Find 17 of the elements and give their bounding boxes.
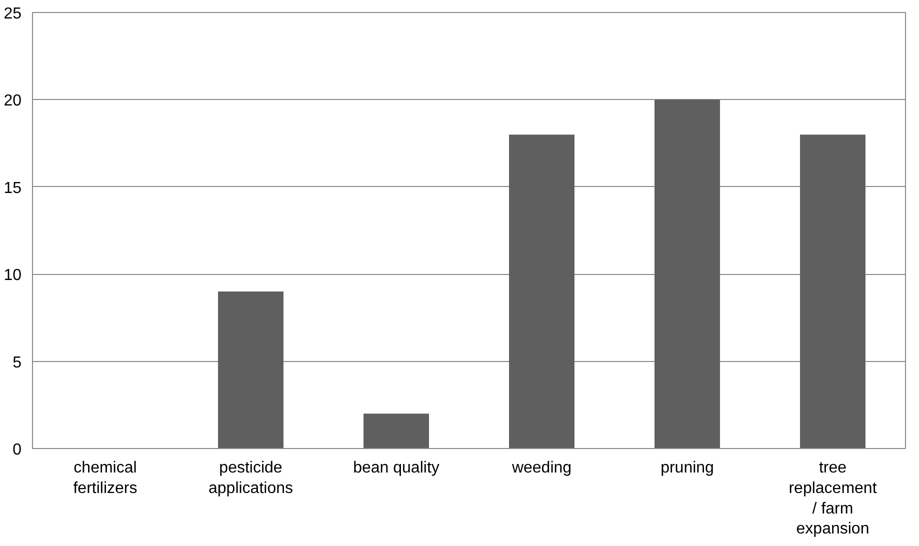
x-tick-label: tree replacement / farm expansion — [788, 460, 878, 538]
y-tick-label: 10 — [4, 267, 22, 284]
x-tick-label: bean quality — [353, 460, 440, 476]
bar — [654, 100, 720, 448]
y-tick-label: 20 — [4, 92, 22, 110]
x-tick-label: chemical fertilizers — [73, 460, 138, 497]
x-tick-label: weeding — [510, 460, 572, 476]
bar — [218, 292, 284, 448]
y-tick-label: 5 — [12, 354, 22, 372]
x-tick-label: pesticide applications — [208, 460, 293, 497]
bar — [364, 414, 429, 448]
y-tick-label: 15 — [4, 180, 22, 197]
y-tick-label: 25 — [4, 6, 22, 22]
x-tick-label: pruning — [660, 460, 714, 476]
bar — [509, 134, 574, 448]
bar — [800, 134, 866, 448]
y-tick-label: 0 — [12, 442, 22, 458]
